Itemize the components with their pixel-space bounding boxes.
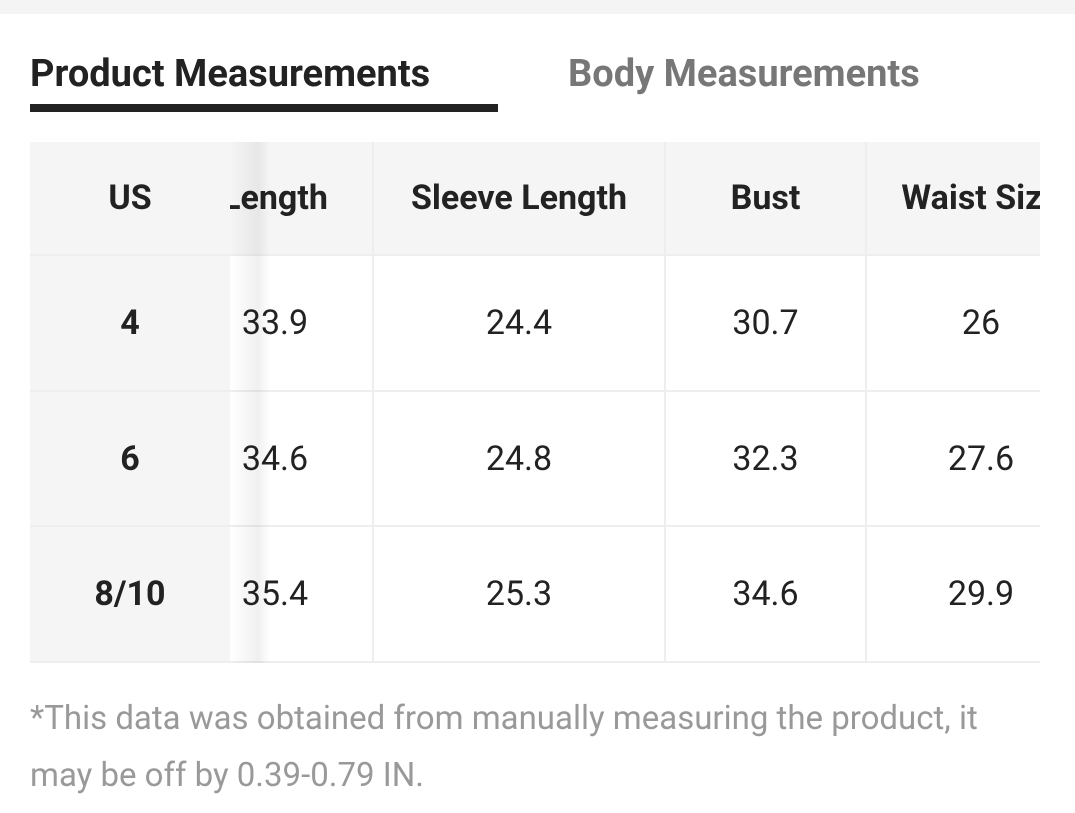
top-bar (0, 0, 1075, 14)
row-label: 4 (30, 256, 230, 392)
header-cell: Sleeve Length (374, 142, 666, 256)
data-cell: 35.4 (178, 527, 374, 663)
data-cell: 27.6 (867, 392, 1040, 527)
data-cell: 34.6 (178, 392, 374, 527)
data-cell: 30.7 (666, 256, 867, 392)
data-cell: 29.9 (867, 527, 1040, 663)
data-cell: 24.8 (374, 392, 666, 527)
tab-underline (30, 104, 498, 112)
row-label: 6 (30, 392, 230, 527)
data-cell: 24.4 (374, 256, 666, 392)
data-cell: 26 (867, 256, 1040, 392)
data-cell: 33.9 (178, 256, 374, 392)
size-table: Length 33.9 34.6 35.4 Sleeve Length 24.4 24.8 2… (30, 142, 1040, 663)
data-cell: 34.6 (666, 527, 867, 663)
header-cell: Waist Size (867, 142, 1040, 256)
header-cell: Bust (666, 142, 867, 256)
note: *This data was obtained from manually me… (30, 699, 978, 795)
tab[interactable]: Body Measurements (568, 52, 920, 96)
tab-active[interactable]: Product Measurements (30, 52, 431, 96)
data-cell: 32.3 (666, 392, 867, 527)
header-cell: US (30, 142, 230, 256)
data-cell: 25.3 (374, 527, 666, 663)
row-label: 8/10 (30, 527, 230, 663)
